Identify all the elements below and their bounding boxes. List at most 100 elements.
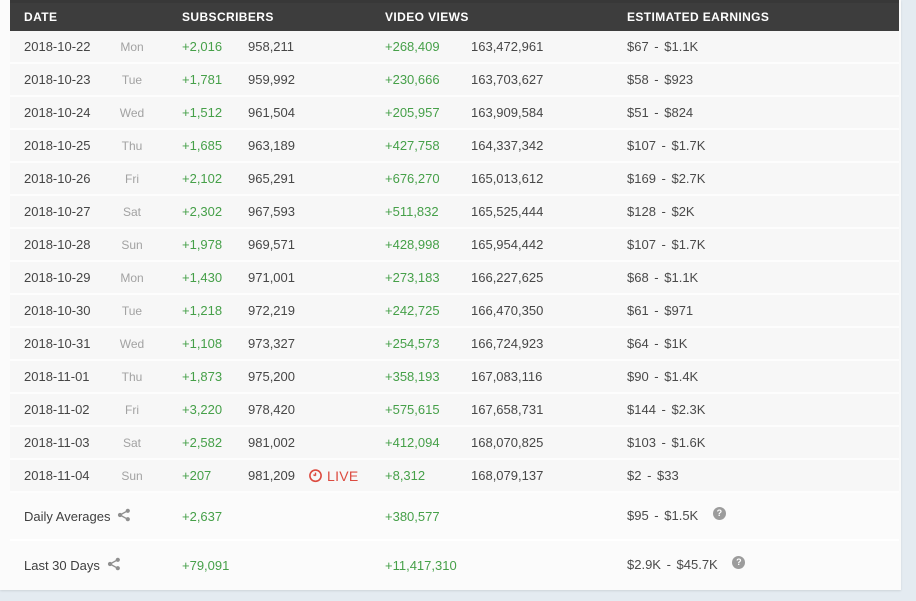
avg-earnings: $95 - $1.5K xyxy=(627,508,699,524)
subscriber-total-cell: 973,327 xyxy=(248,336,295,351)
header-subscribers: SUBSCRIBERS xyxy=(182,10,274,24)
date-cell: 2018-11-02 xyxy=(24,402,90,417)
subscriber-change-cell: +3,220 xyxy=(182,402,223,417)
date-cell: 2018-11-01 xyxy=(24,369,90,384)
view-total-cell: 164,337,342 xyxy=(471,138,544,153)
help-icon[interactable]: ? xyxy=(732,555,746,569)
last-30-days-label: Last 30 Days xyxy=(24,557,100,573)
subscriber-total-cell: 967,593 xyxy=(248,204,295,219)
earnings-cell: $169 - $2.7K xyxy=(627,171,706,186)
view-total-cell: 165,013,612 xyxy=(471,171,544,186)
date-cell: 2018-10-24 xyxy=(24,105,91,120)
date-cell: 2018-10-30 xyxy=(24,303,91,318)
daily-averages-label: Daily Averages xyxy=(24,508,111,524)
subscriber-change-cell: +1,781 xyxy=(182,72,223,87)
view-change-cell: +427,758 xyxy=(385,138,440,153)
view-change-cell: +205,957 xyxy=(385,105,440,120)
day-of-week-cell: Fri xyxy=(125,402,139,417)
subscriber-change-cell: +1,218 xyxy=(182,303,223,318)
subscriber-change-cell: +207 xyxy=(182,468,212,483)
table-header-row: DATE SUBSCRIBERS VIDEO VIEWS ESTIMATED E… xyxy=(10,0,899,31)
table-row: 2018-10-29 Mon +1,430 971,001 LIVE +273,… xyxy=(10,262,899,295)
subscriber-total-cell: 972,219 xyxy=(248,303,295,318)
view-total-cell: 163,909,584 xyxy=(471,105,544,120)
avg-view-change: +380,577 xyxy=(385,508,440,524)
subscriber-change-cell: +2,016 xyxy=(182,39,223,54)
earnings-cell: $107 - $1.7K xyxy=(627,138,706,153)
date-cell: 2018-10-26 xyxy=(24,171,91,186)
view-total-cell: 167,083,116 xyxy=(471,369,543,384)
day-of-week-cell: Sat xyxy=(122,204,141,219)
day-of-week-cell: Mon xyxy=(120,270,144,285)
last-30-days-row: Last 30 Days +79,091 +11,417,310 xyxy=(10,541,899,589)
subscriber-total-cell: 969,571 xyxy=(248,237,295,252)
subscriber-change-cell: +2,102 xyxy=(182,171,223,186)
share-icon[interactable] xyxy=(117,508,131,525)
view-total-cell: 163,703,627 xyxy=(471,72,544,87)
table-row: 2018-10-31 Wed +1,108 973,327 LIVE +254,… xyxy=(10,328,899,361)
day-of-week-cell: Wed xyxy=(119,105,145,120)
view-change-cell: +412,094 xyxy=(385,435,440,450)
help-icon[interactable]: ? xyxy=(712,506,726,520)
subscriber-total-cell: 978,420 xyxy=(248,402,295,417)
view-change-cell: +8,312 xyxy=(385,468,426,483)
earnings-cell: $128 - $2K xyxy=(627,204,695,219)
earnings-cell: $68 - $1.1K xyxy=(627,270,699,285)
table-body: 2018-10-22 Mon +2,016 958,211 LIVE +268,… xyxy=(10,31,899,493)
earnings-cell: $103 - $1.6K xyxy=(627,435,706,450)
monthly-view-change: +11,417,310 xyxy=(385,557,457,573)
subscriber-change-cell: +1,430 xyxy=(182,270,223,285)
table-row: 2018-10-22 Mon +2,016 958,211 LIVE +268,… xyxy=(10,31,899,64)
header-video-views: VIDEO VIEWS xyxy=(385,10,469,24)
subscriber-change-cell: +1,108 xyxy=(182,336,223,351)
date-cell: 2018-10-22 xyxy=(24,39,91,54)
table-row: 2018-10-23 Tue +1,781 959,992 LIVE +230,… xyxy=(10,64,899,97)
subscriber-total-cell: 965,291 xyxy=(248,171,295,186)
table-row: 2018-10-30 Tue +1,218 972,219 LIVE +242,… xyxy=(10,295,899,328)
live-badge[interactable]: LIVE xyxy=(308,468,359,484)
view-change-cell: +230,666 xyxy=(385,72,440,87)
view-total-cell: 167,658,731 xyxy=(471,402,544,417)
view-total-cell: 166,227,625 xyxy=(471,270,544,285)
day-of-week-cell: Sun xyxy=(121,237,143,252)
earnings-cell: $90 - $1.4K xyxy=(627,369,699,384)
view-total-cell: 168,070,825 xyxy=(471,435,544,450)
subscriber-change-cell: +1,512 xyxy=(182,105,223,120)
subscriber-total-cell: 981,002 xyxy=(248,435,295,450)
view-total-cell: 168,079,137 xyxy=(471,468,544,483)
share-icon[interactable] xyxy=(107,557,121,574)
table-row: 2018-10-24 Wed +1,512 961,504 LIVE +205,… xyxy=(10,97,899,130)
monthly-subscriber-change: +79,091 xyxy=(182,557,230,573)
day-of-week-cell: Thu xyxy=(121,138,143,153)
subscriber-total-cell: 971,001 xyxy=(248,270,295,285)
earnings-cell: $2 - $33 xyxy=(627,468,679,483)
day-of-week-cell: Thu xyxy=(121,369,143,384)
subscriber-total-cell: 981,209 xyxy=(248,468,295,483)
avg-subscriber-change: +2,637 xyxy=(182,508,223,524)
view-change-cell: +254,573 xyxy=(385,336,440,351)
monthly-earnings: $2.9K - $45.7K xyxy=(627,557,718,573)
view-change-cell: +273,183 xyxy=(385,270,440,285)
day-of-week-cell: Wed xyxy=(119,336,145,351)
earnings-cell: $107 - $1.7K xyxy=(627,237,706,252)
subscriber-total-cell: 963,189 xyxy=(248,138,295,153)
date-cell: 2018-10-29 xyxy=(24,270,91,285)
date-cell: 2018-10-23 xyxy=(24,72,91,87)
view-change-cell: +242,725 xyxy=(385,303,440,318)
table-row: 2018-10-27 Sat +2,302 967,593 LIVE +511,… xyxy=(10,196,899,229)
view-change-cell: +575,615 xyxy=(385,402,440,417)
subscriber-total-cell: 959,992 xyxy=(248,72,295,87)
table-row: 2018-10-25 Thu +1,685 963,189 LIVE +427,… xyxy=(10,130,899,163)
day-of-week-cell: Tue xyxy=(121,72,143,87)
day-of-week-cell: Fri xyxy=(125,171,139,186)
view-change-cell: +268,409 xyxy=(385,39,440,54)
subscriber-total-cell: 961,504 xyxy=(248,105,295,120)
table-row: 2018-10-26 Fri +2,102 965,291 LIVE +676,… xyxy=(10,163,899,196)
view-change-cell: +676,270 xyxy=(385,171,440,186)
view-total-cell: 163,472,961 xyxy=(471,39,544,54)
date-cell: 2018-11-04 xyxy=(24,468,90,483)
subscriber-change-cell: +1,978 xyxy=(182,237,223,252)
subscriber-total-cell: 958,211 xyxy=(248,39,295,54)
stats-card: DATE SUBSCRIBERS VIDEO VIEWS ESTIMATED E… xyxy=(0,0,901,590)
